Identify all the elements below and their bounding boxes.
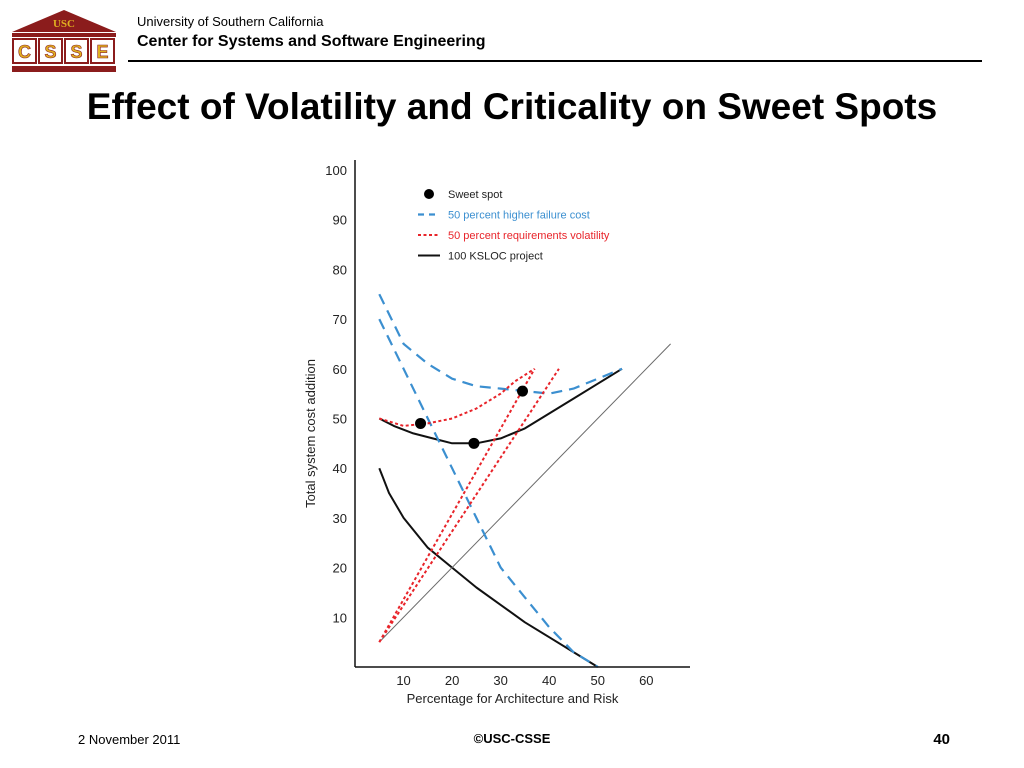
y-tick-label: 50 [333, 411, 347, 426]
logo-box-1 [12, 38, 37, 64]
x-tick-label: 40 [542, 673, 556, 688]
chart-ticks: 10 20 30 40 50 60 70 80 90 100 10 20 30 40 50 60 [325, 163, 653, 688]
legend-label-blue: 50 percent higher failure cost [448, 210, 590, 222]
y-tick-label: 60 [333, 362, 347, 377]
series-gray-2 [378, 343, 671, 643]
legend-label-black: 100 KSLOC project [448, 251, 543, 263]
chart-series [378, 293, 671, 668]
university-name: University of Southern California [137, 14, 324, 29]
logo-box-2 [38, 38, 63, 64]
sweet-spot-marker [517, 385, 528, 397]
series-blue-3 [378, 318, 599, 668]
logo-base [12, 66, 116, 72]
series-black-1 [378, 367, 623, 445]
chart-sweet-spots [415, 385, 528, 449]
x-tick-label: 60 [639, 673, 653, 688]
y-tick-label: 90 [333, 213, 347, 228]
x-axis-title: Percentage for Architecture and Risk [407, 691, 619, 706]
usc-csse-logo: USC C S S E [12, 10, 116, 72]
logo-usc-text: USC [53, 18, 75, 30]
y-tick-label: 80 [333, 262, 347, 277]
x-tick-label: 10 [396, 673, 410, 688]
legend-entry-red: 50 percent requirements volatility [418, 230, 610, 242]
sweet-spot-marker [468, 437, 480, 449]
logo-roof [12, 10, 116, 32]
legend-swatch-sweet [424, 189, 434, 199]
logo-box-4 [90, 38, 115, 64]
legend-label-sweet: Sweet spot [448, 189, 502, 201]
logo-box-3 [64, 38, 89, 64]
legend-entry-blue: 50 percent higher failure cost [418, 210, 590, 222]
series-black-0 [378, 467, 599, 668]
y-axis-title: Total system cost addition [303, 359, 318, 508]
footer-copyright: ©USC-CSSE [473, 731, 551, 746]
center-name: Center for Systems and Software Engineer… [137, 33, 486, 50]
y-tick-label: 30 [333, 511, 347, 526]
page-number: 40 [933, 731, 950, 748]
logo-letter-e: E [96, 42, 108, 62]
logo-letter-s2: S [70, 42, 82, 62]
series-red-7 [379, 367, 536, 427]
series-red-6 [378, 368, 536, 643]
x-tick-label: 20 [445, 673, 459, 688]
x-tick-label: 50 [591, 673, 605, 688]
slide-title: Effect of Volatility and Criticality on … [86, 86, 938, 127]
y-tick-label: 70 [333, 312, 347, 327]
y-tick-label: 10 [333, 610, 347, 625]
y-tick-label: 20 [333, 561, 347, 576]
y-tick-label: 40 [333, 461, 347, 476]
y-tick-label: 100 [325, 163, 347, 178]
logo-letter-s1: S [44, 42, 56, 62]
chart-legend: Sweet spot 50 percent higher failure cost… [418, 189, 610, 263]
x-tick-label: 30 [493, 673, 507, 688]
chart-axes [354, 160, 690, 668]
legend-entry-sweet: Sweet spot [424, 189, 502, 201]
sweet-spot-marker [415, 417, 427, 429]
header-divider [128, 60, 982, 62]
legend-label-red: 50 percent requirements volatility [448, 230, 610, 242]
logo-letter-c: C [18, 42, 31, 62]
legend-entry-black: 100 KSLOC project [418, 251, 543, 263]
series-blue-4 [378, 293, 623, 395]
sweet-spot-chart: Sweet spot 50 percent higher failure cost… [303, 160, 690, 706]
logo-band-top [12, 33, 116, 37]
footer-date: 2 November 2011 [78, 732, 181, 747]
